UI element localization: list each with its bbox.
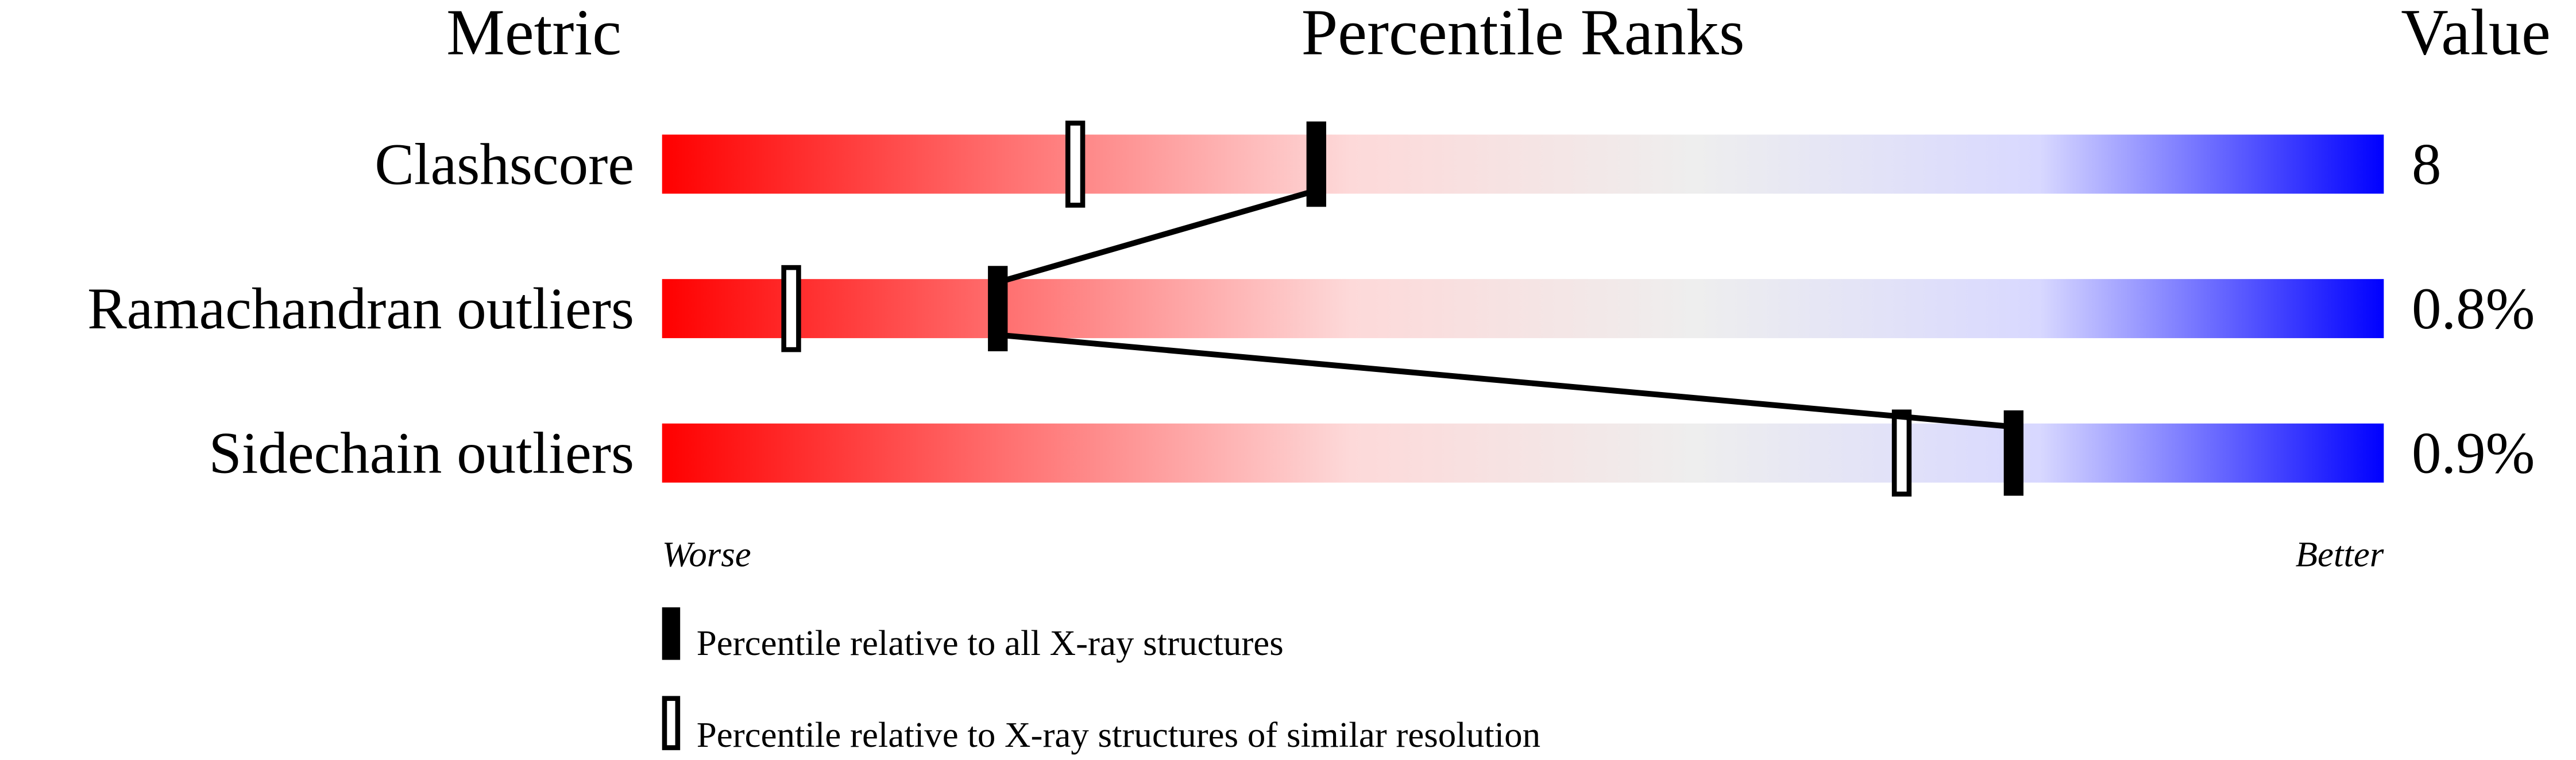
percentile-bar — [662, 423, 2384, 483]
all-structures-marker — [2003, 410, 2024, 496]
better-label: Better — [2296, 534, 2384, 575]
legend-similar-marker — [662, 696, 681, 750]
metric-label: Ramachandran outliers — [87, 276, 634, 342]
similar-resolution-marker — [1065, 121, 1086, 208]
worse-label: Worse — [662, 534, 751, 575]
percentile-bar — [662, 279, 2384, 339]
percentile-bar — [662, 134, 2384, 194]
legend-similar-label: Percentile relative to X-ray structures … — [697, 715, 1540, 755]
header-percentile-ranks: Percentile Ranks — [1301, 0, 1745, 68]
similar-resolution-marker — [1891, 409, 1912, 497]
similar-resolution-marker — [781, 265, 801, 352]
metric-label: Sidechain outliers — [209, 421, 635, 486]
header-metric: Metric — [446, 0, 621, 68]
metric-label: Clashscore — [374, 131, 634, 197]
legend-all-marker — [662, 607, 681, 660]
legend-all-label: Percentile relative to all X-ray structu… — [697, 623, 1284, 663]
metric-value: 8 — [2412, 131, 2441, 197]
connector-line — [997, 187, 1318, 285]
connector-line — [997, 332, 2014, 430]
metric-value: 0.8% — [2412, 276, 2535, 342]
header-value: Value — [2401, 0, 2550, 68]
metric-value: 0.9% — [2412, 421, 2535, 486]
